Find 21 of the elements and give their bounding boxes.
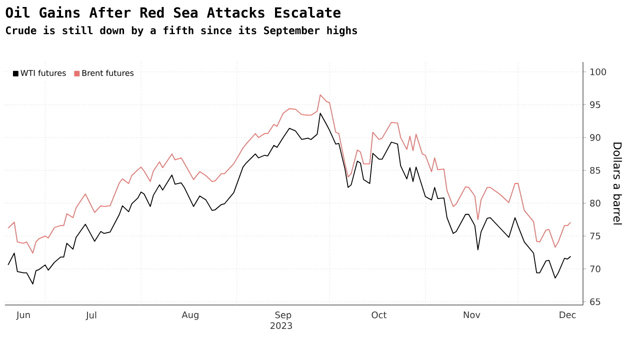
chart-subtitle: Crude is still down by a fifth since its September highs bbox=[6, 26, 358, 36]
x-tick-label: Sep bbox=[275, 312, 292, 320]
x-tick-label: Oct bbox=[372, 312, 387, 318]
line-series bbox=[8, 112, 572, 284]
x-tick-label: Dec bbox=[560, 312, 576, 318]
y-tick-label: 90 bbox=[590, 134, 600, 141]
chart-title: Oil Gains After Red Sea Attacks Escalate bbox=[6, 6, 340, 18]
y-axis-title: Dollars a barrel bbox=[613, 142, 622, 224]
y-tick-label: 85 bbox=[590, 166, 600, 174]
y-tick-label: 70 bbox=[590, 265, 600, 272]
y-tick-label: 80 bbox=[590, 200, 600, 207]
x-axis-title: 2023 bbox=[270, 322, 292, 330]
x-tick-label: Jul bbox=[86, 312, 96, 320]
y-tick-label: 65 bbox=[590, 298, 600, 306]
y-tick-label: 100 bbox=[590, 68, 606, 76]
y-tick-label: 95 bbox=[590, 101, 600, 108]
y-tick-label: 75 bbox=[590, 232, 600, 240]
x-tick-label: Nov bbox=[464, 312, 480, 318]
x-tick-label: Aug bbox=[182, 312, 198, 320]
line-series bbox=[8, 94, 572, 254]
x-tick-label: Jun bbox=[16, 312, 30, 320]
